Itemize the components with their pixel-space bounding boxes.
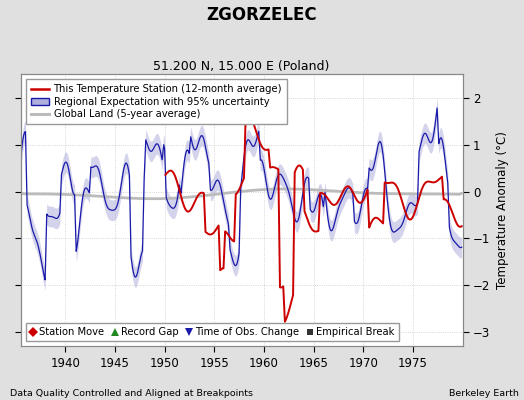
Title: 51.200 N, 15.000 E (Poland): 51.200 N, 15.000 E (Poland) — [154, 60, 330, 73]
Text: ZGORZELEC: ZGORZELEC — [206, 6, 318, 24]
Legend: Station Move, Record Gap, Time of Obs. Change, Empirical Break: Station Move, Record Gap, Time of Obs. C… — [26, 323, 399, 341]
Text: Berkeley Earth: Berkeley Earth — [449, 389, 519, 398]
Text: Data Quality Controlled and Aligned at Breakpoints: Data Quality Controlled and Aligned at B… — [10, 389, 254, 398]
Y-axis label: Temperature Anomaly (°C): Temperature Anomaly (°C) — [496, 131, 509, 289]
